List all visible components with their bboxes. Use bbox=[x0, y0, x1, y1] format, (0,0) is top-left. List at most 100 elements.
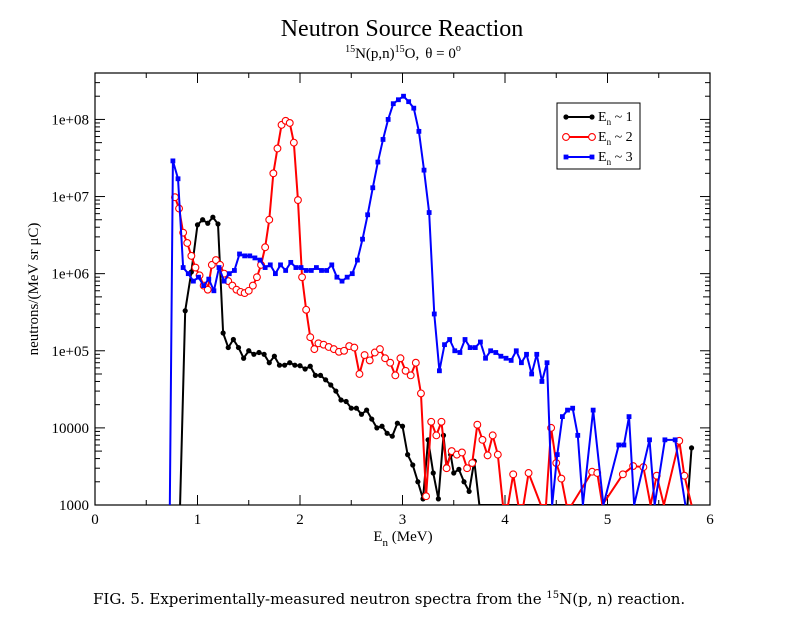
data-point bbox=[385, 117, 391, 122]
data-point bbox=[230, 336, 236, 343]
data-point bbox=[524, 469, 533, 477]
data-point bbox=[401, 93, 406, 99]
data-point bbox=[386, 358, 395, 367]
legend: En ~ 1 En ~ 2 En ~ 3 bbox=[556, 102, 641, 170]
data-point bbox=[182, 308, 188, 314]
data-point bbox=[185, 271, 191, 277]
data-point bbox=[374, 425, 380, 431]
data-point bbox=[312, 372, 318, 378]
x-axis-label: En (MeV) bbox=[373, 529, 432, 549]
data-point bbox=[246, 348, 252, 354]
data-point bbox=[338, 397, 344, 403]
data-point bbox=[616, 442, 622, 448]
data-point bbox=[350, 343, 359, 352]
data-point bbox=[170, 158, 176, 164]
data-point bbox=[353, 405, 359, 411]
data-point bbox=[463, 464, 472, 473]
data-point bbox=[672, 437, 678, 443]
data-point bbox=[534, 351, 540, 357]
data-point bbox=[451, 470, 457, 476]
data-point bbox=[302, 305, 311, 314]
data-point bbox=[629, 462, 638, 470]
data-point bbox=[196, 274, 201, 280]
data-point bbox=[293, 265, 299, 270]
legend-marker bbox=[563, 154, 569, 160]
data-point bbox=[247, 253, 253, 259]
data-point bbox=[175, 176, 181, 182]
data-point bbox=[410, 462, 416, 468]
data-point bbox=[334, 274, 340, 280]
data-point bbox=[379, 423, 385, 429]
y-tick-label: 1e+07 bbox=[51, 190, 89, 206]
subtitle-degree: o bbox=[456, 43, 461, 54]
chart-title: Neutron Source Reaction bbox=[281, 16, 524, 42]
data-point bbox=[303, 268, 309, 273]
data-point bbox=[401, 366, 410, 375]
y-axis-label: neutrons/(MeV sr μC) bbox=[26, 223, 42, 356]
data-point bbox=[289, 138, 298, 147]
data-point bbox=[273, 271, 278, 277]
data-point bbox=[216, 265, 222, 270]
x-axis-label-unit: (MeV) bbox=[388, 529, 433, 545]
data-point bbox=[370, 185, 376, 191]
data-point bbox=[265, 215, 274, 224]
axis-ticks bbox=[94, 72, 711, 506]
data-point bbox=[483, 451, 492, 460]
data-point bbox=[626, 414, 632, 420]
data-point bbox=[226, 271, 232, 277]
data-point bbox=[369, 416, 375, 422]
data-point bbox=[282, 362, 288, 368]
data-point bbox=[427, 417, 436, 426]
data-point bbox=[310, 345, 319, 354]
legend-item: En ~ 2 bbox=[562, 130, 633, 147]
data-point bbox=[529, 371, 535, 377]
data-point bbox=[376, 345, 384, 354]
data-point bbox=[662, 437, 668, 443]
series-3 bbox=[168, 93, 687, 505]
data-point bbox=[565, 407, 570, 413]
data-point bbox=[273, 144, 282, 153]
data-point bbox=[360, 236, 365, 242]
data-point bbox=[618, 470, 627, 479]
data-point bbox=[183, 239, 192, 247]
data-point bbox=[257, 257, 263, 263]
data-point bbox=[468, 459, 477, 467]
data-point bbox=[503, 355, 509, 361]
data-point bbox=[302, 366, 308, 372]
legend-marker bbox=[589, 114, 595, 120]
data-point bbox=[237, 251, 242, 257]
chart-subtitle: 15N(p,n)15O, θ = 0o bbox=[345, 43, 461, 62]
data-point bbox=[560, 414, 565, 420]
data-point bbox=[509, 470, 518, 479]
y-tick-label: 10000 bbox=[52, 421, 90, 437]
data-point bbox=[557, 474, 566, 483]
legend-marker bbox=[563, 114, 569, 120]
caption-suffix: reaction. bbox=[612, 590, 686, 608]
series-layer bbox=[168, 93, 695, 505]
data-point bbox=[472, 345, 478, 350]
data-point bbox=[344, 274, 350, 280]
data-point bbox=[232, 268, 237, 273]
data-point bbox=[225, 344, 231, 351]
legend-item: En ~ 1 bbox=[563, 110, 633, 127]
data-point bbox=[278, 262, 283, 268]
data-point bbox=[442, 342, 447, 348]
caption-reaction: N(p, n) bbox=[559, 590, 613, 608]
data-point bbox=[241, 355, 247, 361]
data-point bbox=[519, 360, 524, 366]
data-point bbox=[406, 371, 415, 380]
data-point bbox=[200, 217, 206, 223]
data-point bbox=[432, 431, 441, 440]
data-point bbox=[391, 371, 400, 380]
data-point bbox=[544, 360, 550, 366]
data-point bbox=[483, 355, 488, 361]
data-point bbox=[457, 350, 463, 355]
data-point bbox=[508, 358, 514, 363]
x-tick-label: 1 bbox=[194, 512, 202, 528]
legend-label: En ~ 1 bbox=[598, 110, 633, 127]
data-point bbox=[221, 278, 227, 284]
data-point bbox=[590, 407, 596, 413]
data-point bbox=[261, 351, 267, 357]
data-point bbox=[380, 137, 386, 142]
data-point bbox=[384, 430, 390, 436]
